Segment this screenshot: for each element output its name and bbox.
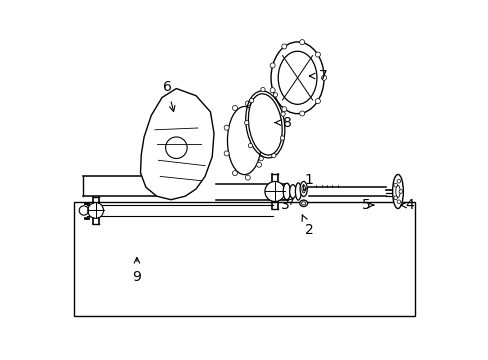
Circle shape <box>393 196 397 199</box>
Circle shape <box>264 181 285 202</box>
Circle shape <box>261 138 265 143</box>
Text: 6: 6 <box>163 80 175 112</box>
Polygon shape <box>140 89 214 200</box>
Text: 1: 1 <box>303 173 313 191</box>
Ellipse shape <box>295 183 301 200</box>
Circle shape <box>273 93 277 97</box>
Circle shape <box>281 107 286 112</box>
Circle shape <box>299 111 304 116</box>
Circle shape <box>396 200 400 203</box>
Circle shape <box>256 162 261 167</box>
Circle shape <box>248 144 252 148</box>
Text: 4: 4 <box>400 198 413 212</box>
Ellipse shape <box>227 107 261 175</box>
Circle shape <box>299 40 304 45</box>
Circle shape <box>315 99 320 104</box>
Circle shape <box>315 52 320 57</box>
Circle shape <box>280 136 284 140</box>
Text: 2: 2 <box>302 215 313 237</box>
Polygon shape <box>74 202 414 316</box>
Circle shape <box>232 105 237 111</box>
Ellipse shape <box>299 200 307 207</box>
Circle shape <box>393 183 397 187</box>
Text: 8: 8 <box>274 116 291 130</box>
Circle shape <box>224 151 229 156</box>
Ellipse shape <box>392 175 403 208</box>
Circle shape <box>88 203 103 219</box>
Circle shape <box>245 175 250 180</box>
Circle shape <box>269 88 275 93</box>
Circle shape <box>281 44 286 49</box>
Text: 7: 7 <box>309 69 327 83</box>
Circle shape <box>398 190 402 193</box>
Circle shape <box>224 125 229 130</box>
Ellipse shape <box>248 94 282 155</box>
Circle shape <box>269 63 275 68</box>
Circle shape <box>244 121 248 125</box>
Text: 9: 9 <box>132 257 141 284</box>
Circle shape <box>249 98 253 103</box>
Text: 3: 3 <box>281 198 293 212</box>
Text: 5: 5 <box>361 198 373 212</box>
Ellipse shape <box>283 183 290 200</box>
Circle shape <box>260 87 264 92</box>
Circle shape <box>259 157 263 161</box>
Circle shape <box>232 171 237 176</box>
Ellipse shape <box>289 185 296 198</box>
Circle shape <box>245 101 250 106</box>
Ellipse shape <box>270 42 324 114</box>
Circle shape <box>281 112 285 116</box>
Circle shape <box>321 75 326 80</box>
Ellipse shape <box>300 181 306 197</box>
Circle shape <box>256 114 261 119</box>
Circle shape <box>271 153 275 158</box>
Circle shape <box>396 179 400 183</box>
